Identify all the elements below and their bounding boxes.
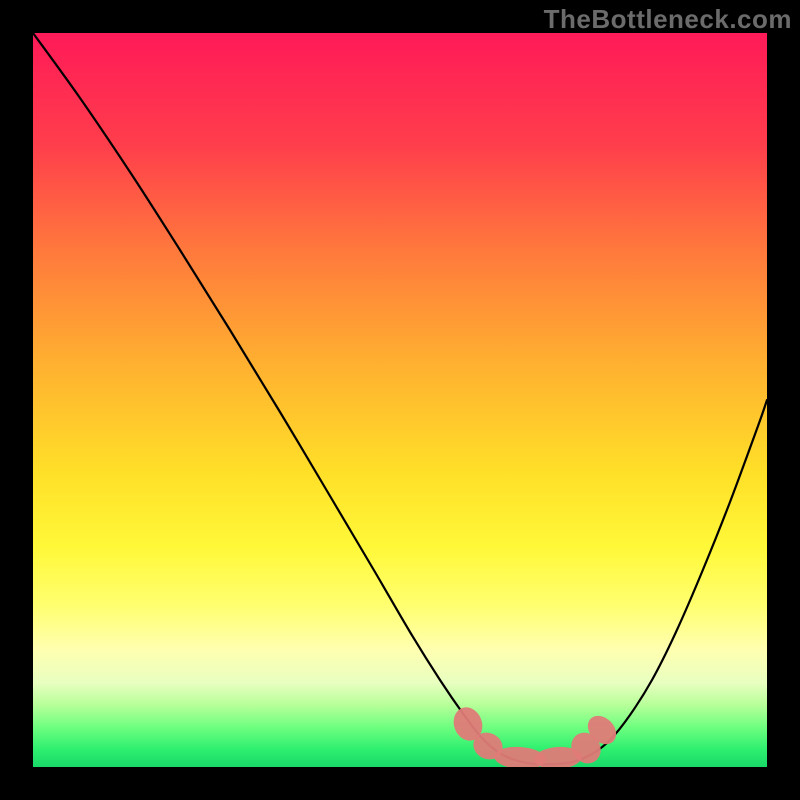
watermark-text: TheBottleneck.com — [544, 4, 792, 35]
chart-stage: TheBottleneck.com — [0, 0, 800, 800]
chart-plot-area — [33, 33, 767, 767]
bottleneck-curve-chart — [0, 0, 800, 800]
